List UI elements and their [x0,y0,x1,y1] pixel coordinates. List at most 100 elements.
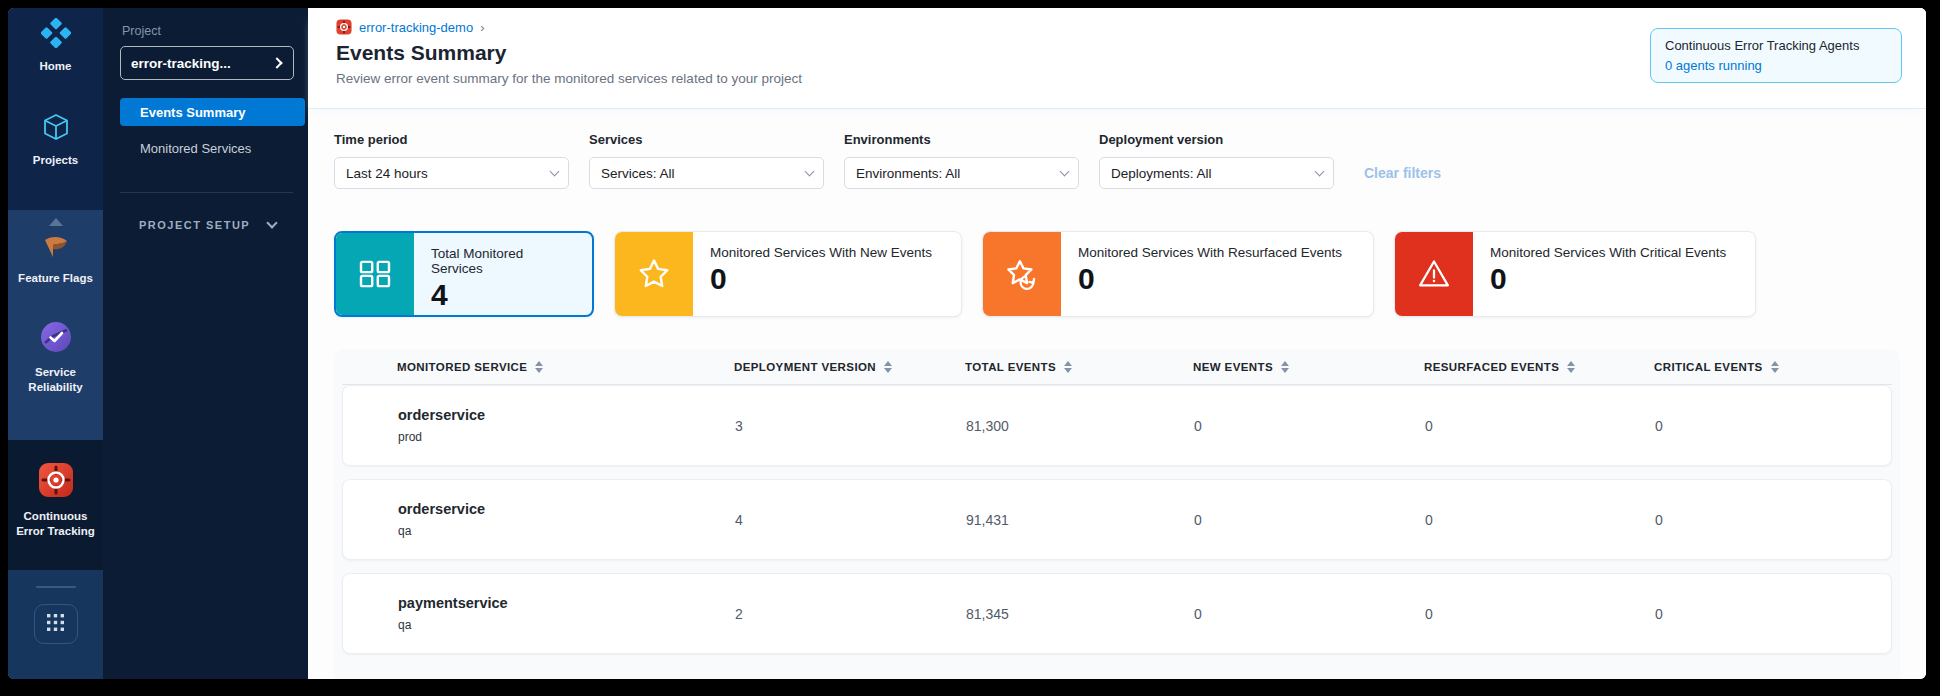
sort-icon [1281,361,1289,373]
events-summary-table: MONITORED SERVICE DEPLOYMENT VERSION TOT… [334,349,1900,679]
sort-icon [535,361,543,373]
rail-item-label: Service Reliability [8,365,103,395]
environments-select[interactable]: Environments: All [844,157,1079,189]
card-critical-events[interactable]: Monitored Services With Critical Events … [1394,231,1756,317]
service-environment: qa [398,618,735,632]
module-rail: Home Projects [8,8,103,679]
project-label: Project [122,24,308,38]
breadcrumb: error-tracking-demo › [336,19,802,35]
star-icon [615,232,693,316]
column-header-monitored-service[interactable]: MONITORED SERVICE [397,361,734,373]
chevron-down-icon [805,167,815,177]
dashboard-icon [336,233,414,315]
card-total-monitored-services[interactable]: Total Monitored Services 4 [334,231,594,317]
chevron-down-icon [1315,167,1325,177]
filter-label: Time period [334,132,569,147]
project-selector[interactable]: error-tracking... [120,46,294,80]
new-events-cell: 0 [1194,418,1425,434]
resurfaced-events-cell: 0 [1425,418,1655,434]
service-environment: qa [398,524,735,538]
filter-bar: Time period Last 24 hours Services Servi… [334,132,1900,189]
table-row[interactable]: orderservice prod 3 81,300 0 0 0 [342,385,1892,466]
card-value: 0 [710,264,932,294]
card-resurfaced-events[interactable]: Monitored Services With Resurfaced Event… [982,231,1374,317]
agents-status-box[interactable]: Continuous Error Tracking Agents 0 agent… [1650,28,1902,83]
critical-events-cell: 0 [1655,418,1891,434]
chevron-down-icon [1060,167,1070,177]
sidenav-item-events-summary[interactable]: Events Summary [120,98,305,126]
agents-running-link[interactable]: 0 agents running [1665,58,1887,73]
rail-divider [36,586,76,588]
card-value: 4 [431,280,574,310]
grid-icon [47,614,64,634]
card-title: Total Monitored Services [431,246,574,276]
service-cell: paymentservice qa [398,595,735,632]
select-value: Deployments: All [1111,166,1212,181]
card-new-events[interactable]: Monitored Services With New Events 0 [614,231,962,317]
select-value: Environments: All [856,166,960,181]
service-cell: orderservice qa [398,501,735,538]
card-value: 0 [1490,264,1726,294]
scroll-up-icon[interactable] [49,218,63,226]
filter-label: Services [589,132,824,147]
chevron-down-icon [550,167,560,177]
rail-item-home[interactable]: Home [8,18,103,74]
breadcrumb-separator: › [480,20,484,35]
service-cell: orderservice prod [398,407,735,444]
rail-bottom-section [8,570,103,679]
sidenav-item-label: Events Summary [140,105,246,120]
rail-module-scroll-section: Feature Flags Service Reliability [8,210,103,440]
sidenav-menu: Events Summary Monitored Services [103,98,308,162]
filter-label: Environments [844,132,1079,147]
rail-item-label: Continuous Error Tracking [8,509,103,539]
module-grid-button[interactable] [34,604,78,644]
new-events-cell: 0 [1194,512,1425,528]
table-row[interactable]: orderservice qa 4 91,431 0 0 0 [342,479,1892,560]
column-header-new-events[interactable]: NEW EVENTS [1193,361,1424,373]
service-name: paymentservice [398,595,735,611]
critical-events-cell: 0 [1655,512,1891,528]
select-value: Services: All [601,166,675,181]
select-value: Last 24 hours [346,166,428,181]
deployment-version-cell: 3 [735,418,966,434]
sort-icon [1771,361,1779,373]
column-label: CRITICAL EVENTS [1654,361,1763,373]
services-select[interactable]: Services: All [589,157,824,189]
resurfaced-events-cell: 0 [1425,606,1655,622]
column-label: DEPLOYMENT VERSION [734,361,876,373]
clear-filters-button[interactable]: Clear filters [1364,165,1441,181]
page-content: Time period Last 24 hours Services Servi… [308,108,1926,679]
app-window: Home Projects [8,8,1926,679]
service-reliability-icon [39,320,73,358]
table-header-row: MONITORED SERVICE DEPLOYMENT VERSION TOT… [342,349,1892,385]
service-name: orderservice [398,501,735,517]
rail-item-continuous-error-tracking[interactable]: Continuous Error Tracking [8,462,103,539]
deployments-select[interactable]: Deployments: All [1099,157,1334,189]
column-label: MONITORED SERVICE [397,361,527,373]
continuous-error-tracking-mini-icon [336,19,352,35]
breadcrumb-project-link[interactable]: error-tracking-demo [359,20,473,35]
rail-item-projects[interactable]: Projects [8,112,103,168]
time-period-select[interactable]: Last 24 hours [334,157,569,189]
chevron-down-icon [267,217,278,228]
rail-item-service-reliability[interactable]: Service Reliability [8,320,103,395]
column-header-resurfaced-events[interactable]: RESURFACED EVENTS [1424,361,1654,373]
chevron-right-icon [271,57,282,68]
rail-current-module-section: Continuous Error Tracking [8,440,103,570]
column-header-deployment-version[interactable]: DEPLOYMENT VERSION [734,361,965,373]
filter-services: Services Services: All [589,132,824,189]
page-header: error-tracking-demo › Events Summary Rev… [308,8,1926,108]
sidenav-item-monitored-services[interactable]: Monitored Services [120,134,305,162]
filter-deployment-version: Deployment version Deployments: All [1099,132,1334,189]
sort-icon [884,361,892,373]
total-events-cell: 91,431 [966,512,1194,528]
project-setup-toggle[interactable]: PROJECT SETUP [139,219,308,231]
rail-item-feature-flags[interactable]: Feature Flags [8,236,103,286]
critical-events-cell: 0 [1655,606,1891,622]
column-header-total-events[interactable]: TOTAL EVENTS [965,361,1193,373]
deployment-version-cell: 4 [735,512,966,528]
filter-time-period: Time period Last 24 hours [334,132,569,189]
column-header-critical-events[interactable]: CRITICAL EVENTS [1654,361,1892,373]
resurfaced-events-cell: 0 [1425,512,1655,528]
table-row[interactable]: paymentservice qa 2 81,345 0 0 0 [342,573,1892,654]
